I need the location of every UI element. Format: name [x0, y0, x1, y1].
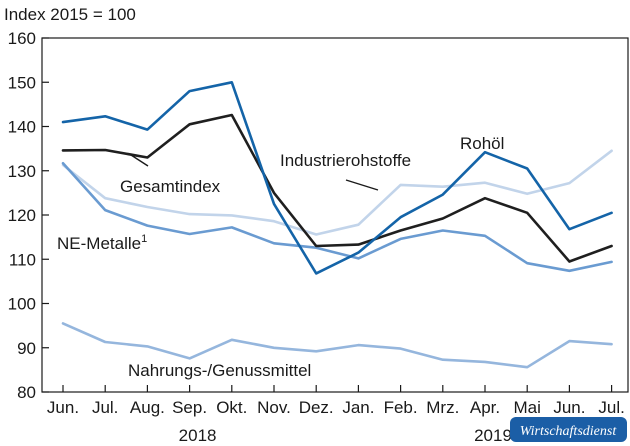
badge-background [510, 417, 627, 442]
x-tick-label: Apr. [470, 398, 500, 417]
year-label: 2018 [179, 426, 217, 445]
x-axis: Jun. Jul. Aug. Sep. Okt. Nov. Dez. Jan. Feb. Mrz.… [47, 385, 625, 417]
y-tick-label: 120 [8, 206, 36, 225]
y-tick-label: 140 [8, 118, 36, 137]
plot-frame [41, 37, 629, 393]
x-tick-label: Jul. [598, 398, 624, 417]
series-line-ne-metalle [61, 161, 613, 273]
x-tick-label: Mai [513, 398, 540, 417]
series-line-industrierohstoffe [61, 149, 613, 236]
annotation-label: Industrierohstoffe [280, 151, 411, 170]
annotation-label: Nahrungs-/Genussmittel [128, 361, 311, 380]
year-label: 2019 [474, 426, 512, 445]
x-tick-label: Sep. [172, 398, 207, 417]
badge-label: Wirtschaftsdienst [520, 424, 618, 439]
industrierohstoffe-leader-line [345, 179, 379, 191]
x-tick-label: Feb. [384, 398, 418, 417]
x-tick-label: Dez. [299, 398, 334, 417]
x-tick-label: Nov. [257, 398, 291, 417]
annotation-label: Rohöl [460, 134, 504, 153]
y-axis: 80 90 100 110 120 130 140 150 160 [8, 29, 49, 402]
y-tick-label: 110 [9, 250, 36, 269]
y-tick-label: 160 [8, 29, 36, 48]
footnote-marker: 1 [141, 233, 147, 245]
gesamtindex-leader-line [130, 154, 149, 167]
annotation-label: NE-Metalle1 [57, 233, 147, 253]
y-tick-label: 150 [8, 73, 36, 92]
x-tick-label: Aug. [130, 398, 165, 417]
y-tick-label: 130 [8, 162, 36, 181]
x-tick-label: Okt. [216, 398, 247, 417]
annotations: Rohöl Industrierohstoffe Gesamtindex NE-Met… [57, 134, 504, 380]
x-tick-label: Jul. [92, 398, 118, 417]
y-tick-label: 80 [17, 383, 36, 402]
series-line-gesamtindex [61, 113, 613, 263]
series-lines [61, 81, 613, 369]
annotation-label: Gesamtindex [120, 177, 221, 196]
publisher-badge: Wirtschaftsdienst [510, 417, 627, 442]
x-tick-label: Jun. [553, 398, 585, 417]
x-tick-label: Jan. [342, 398, 374, 417]
y-tick-label: 90 [17, 339, 36, 358]
x-tick-label: Jun. [47, 398, 79, 417]
series-line-nahrungs-genussmittel [61, 322, 613, 369]
y-axis-label: Index 2015 = 100 [4, 5, 136, 24]
x-tick-label: Mrz. [426, 398, 459, 417]
year-labels: 2018 2019 [179, 426, 512, 445]
plot-border [41, 37, 629, 393]
y-tick-label: 100 [8, 295, 36, 314]
series-line-rohöl [61, 81, 613, 275]
